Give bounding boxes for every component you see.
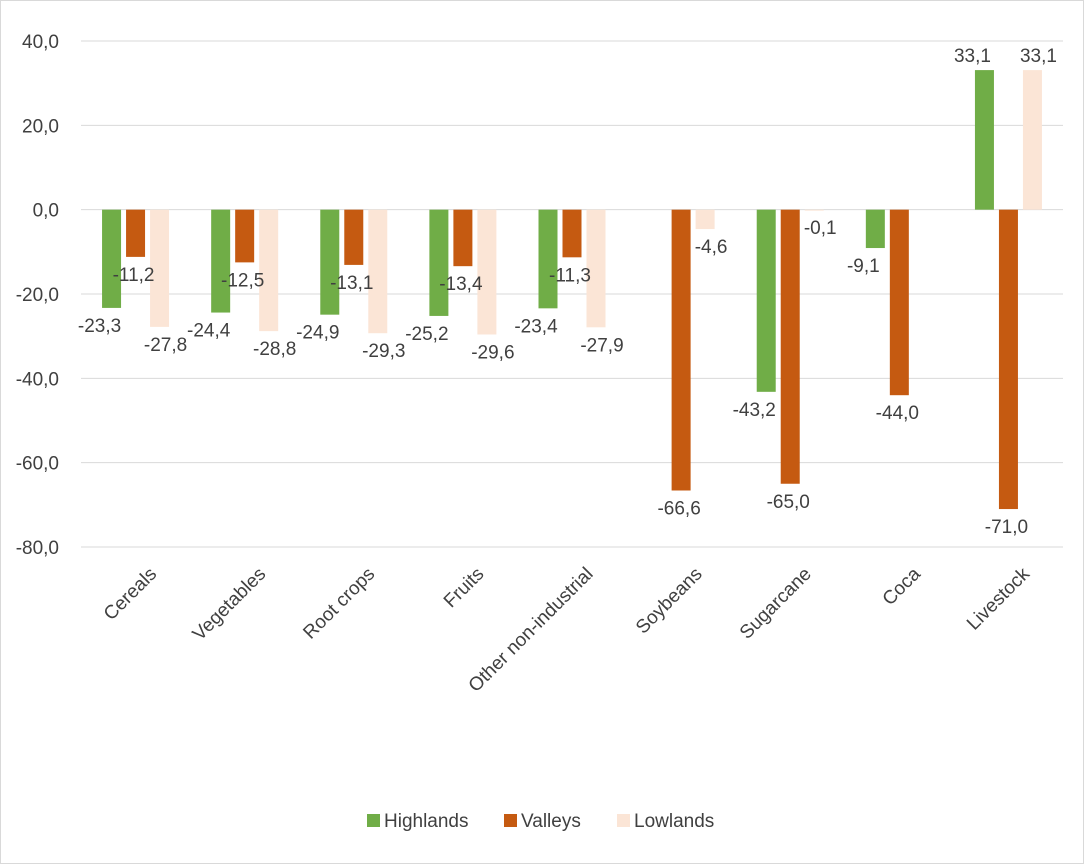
bar-valleys	[344, 209, 364, 265]
data-label: -11,3	[549, 265, 591, 286]
data-label: -24,4	[187, 321, 231, 342]
legend-swatch-valleys	[504, 814, 517, 827]
legend-label-lowlands: Lowlands	[634, 811, 714, 832]
category-label: Vegetables	[189, 564, 270, 645]
data-label: -27,8	[144, 335, 187, 356]
bar-highlands	[756, 209, 776, 392]
data-label: -25,2	[405, 324, 448, 345]
bar-lowlands	[1022, 70, 1042, 210]
data-label: -27,9	[580, 335, 623, 356]
bar-valleys	[235, 209, 255, 263]
bar-valleys	[780, 209, 800, 484]
bar-valleys	[126, 209, 146, 257]
bar-highlands	[211, 209, 231, 313]
legend-label-valleys: Valleys	[521, 811, 581, 832]
data-label: -23,4	[514, 316, 558, 337]
data-label: -13,1	[330, 273, 373, 294]
data-label: -71,0	[985, 517, 1028, 538]
data-label: 33,1	[954, 46, 991, 67]
category-label: Livestock	[963, 563, 1034, 634]
category-label: Sugarcane	[736, 564, 816, 644]
bar-lowlands	[368, 209, 388, 334]
data-label: -4,6	[695, 237, 728, 258]
bar-lowlands	[804, 209, 824, 211]
data-label: -66,6	[657, 498, 700, 519]
data-label: -29,6	[471, 342, 514, 363]
bar-highlands	[102, 209, 122, 308]
bar-valleys	[998, 209, 1018, 510]
data-label: -23,3	[78, 316, 121, 337]
legend-label-highlands: Highlands	[384, 811, 469, 832]
bar-highlands	[538, 209, 558, 309]
bar-lowlands	[695, 209, 715, 230]
bar-highlands	[974, 70, 994, 210]
bar-lowlands	[477, 209, 497, 335]
bar-valleys	[562, 209, 582, 258]
bar-lowlands	[586, 209, 606, 328]
category-label: Cereals	[100, 564, 161, 625]
y-tick-label: -40,0	[16, 369, 59, 390]
category-label: Other non-industrial	[465, 564, 598, 697]
data-label: -43,2	[733, 400, 776, 421]
bar-lowlands	[259, 209, 279, 332]
data-label: 33,1	[1020, 46, 1057, 67]
data-label: -29,3	[362, 341, 405, 362]
bar-highlands	[320, 209, 340, 315]
data-label: -9,1	[847, 256, 880, 277]
category-label: Soybeans	[632, 564, 707, 639]
bar-lowlands	[150, 209, 170, 327]
y-tick-label: 0,0	[33, 201, 59, 222]
data-label: -11,2	[113, 265, 155, 286]
legend-swatch-highlands	[367, 814, 380, 827]
y-tick-label: -20,0	[16, 285, 59, 306]
bar-valleys	[671, 209, 691, 491]
category-label: Coca	[879, 563, 926, 610]
category-label: Fruits	[440, 564, 488, 612]
y-tick-label: 40,0	[22, 32, 59, 53]
y-tick-label: -60,0	[16, 454, 59, 475]
y-tick-label: 20,0	[22, 116, 59, 137]
legend-swatch-lowlands	[617, 814, 630, 827]
y-tick-label: -80,0	[16, 538, 59, 559]
bar-highlands	[865, 209, 885, 249]
data-label: -12,5	[221, 270, 264, 291]
category-label: Root crops	[299, 564, 379, 644]
data-label: -28,8	[253, 339, 296, 360]
bar-valleys	[453, 209, 473, 267]
data-label: -24,9	[296, 323, 339, 344]
bar-valleys	[889, 209, 909, 396]
data-label: -13,4	[439, 274, 483, 295]
data-label: -0,1	[804, 218, 837, 239]
bar-highlands	[429, 209, 449, 316]
data-label: -65,0	[767, 492, 810, 513]
data-label: -44,0	[876, 403, 919, 424]
